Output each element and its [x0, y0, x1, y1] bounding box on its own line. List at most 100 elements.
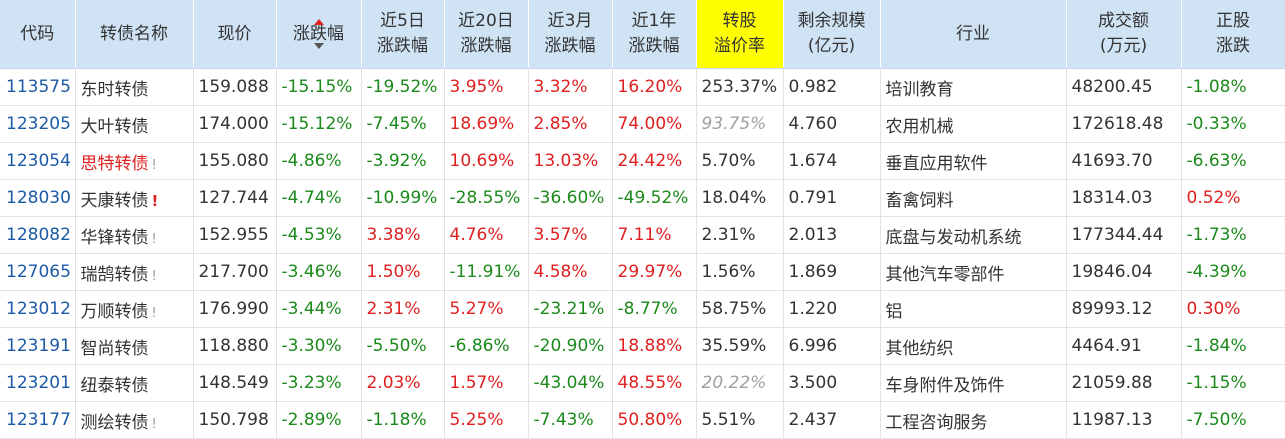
cell-code[interactable]: 113575 — [0, 68, 76, 106]
col-header-change[interactable]: 涨跌幅 — [276, 0, 362, 69]
cell-name[interactable]: 智尚转债 — [75, 327, 194, 365]
cell-volume-text: 4464.91 — [1071, 336, 1142, 356]
cell-name[interactable]: 华锋转债! — [75, 216, 194, 254]
cell-1y-change-text: 74.00% — [617, 114, 683, 134]
cell-name[interactable]: 大叶转债 — [75, 105, 194, 143]
cell-20d-change-text: 1.57% — [449, 373, 504, 393]
cell-change: -15.15% — [276, 68, 362, 106]
cell-change: -4.86% — [276, 142, 362, 180]
cell-scale-text: 1.869 — [788, 262, 838, 282]
col-header-industry-label: 行业 — [956, 23, 990, 44]
cell-volume: 89993.12 — [1066, 290, 1182, 328]
cell-code[interactable]: 123054 — [0, 142, 76, 180]
cell-change-text: -3.44% — [281, 299, 342, 319]
cell-code-text: 123177 — [6, 410, 71, 430]
cell-1y-change-text: 50.80% — [617, 410, 683, 430]
cell-premium: 5.70% — [696, 142, 784, 180]
table-row[interactable]: 123054 思特转债! 155.080 -4.86% -3.92% 10.69% 13.0… — [0, 142, 1285, 180]
col-header-1y[interactable]: 近1年 涨跌幅 — [612, 0, 697, 69]
col-header-20d-line1: 近20日 — [458, 11, 514, 31]
cell-name[interactable]: 瑞鹄转债! — [75, 253, 194, 291]
cell-scale: 0.982 — [783, 68, 881, 106]
cell-volume: 177344.44 — [1066, 216, 1182, 254]
cell-5d-change: -5.50% — [361, 327, 445, 365]
table-row[interactable]: 123205 大叶转债 174.000 -15.12% -7.45% 18.69% 2.85… — [0, 105, 1285, 143]
cell-code[interactable]: 123205 — [0, 105, 76, 143]
cell-20d-change: 5.27% — [444, 290, 529, 328]
cell-20d-change-text: -6.86% — [449, 336, 510, 356]
table-row[interactable]: 128082 华锋转债! 152.955 -4.53% 3.38% 4.76% 3.57% 7… — [0, 216, 1285, 254]
col-header-3m[interactable]: 近3月 涨跌幅 — [528, 0, 613, 69]
cell-3m-change-text: 13.03% — [533, 151, 599, 171]
table-row[interactable]: 123012 万顺转债! 176.990 -3.44% 2.31% 5.27% -23.21… — [0, 290, 1285, 328]
cell-change: -3.23% — [276, 364, 362, 402]
cell-industry-text: 工程咨询服务 — [885, 412, 988, 433]
cell-5d-change: -3.92% — [361, 142, 445, 180]
cell-industry-text: 其他纺织 — [885, 338, 954, 359]
cell-code[interactable]: 128082 — [0, 216, 76, 254]
col-header-20d[interactable]: 近20日 涨跌幅 — [444, 0, 529, 69]
col-header-scale[interactable]: 剩余规模 (亿元) — [783, 0, 881, 69]
cell-stock-change: 0.30% — [1181, 290, 1285, 328]
cell-industry: 农用机械 — [880, 105, 1067, 143]
cell-code[interactable]: 127065 — [0, 253, 76, 291]
cell-industry-text: 其他汽车零部件 — [885, 264, 1005, 285]
cell-stock-change: -1.84% — [1181, 327, 1285, 365]
cell-industry-text: 畜禽饲料 — [885, 190, 954, 211]
cell-code[interactable]: 123201 — [0, 364, 76, 402]
cell-code[interactable]: 123191 — [0, 327, 76, 365]
cell-name-text: 天康转债 — [80, 190, 149, 211]
table-row[interactable]: 128030 天康转债! 127.744 -4.74% -10.99% -28.55% -3… — [0, 179, 1285, 217]
cell-name[interactable]: 东时转债 — [75, 68, 194, 106]
cell-5d-change-text: 2.03% — [366, 373, 421, 393]
sort-down-icon — [313, 43, 324, 49]
col-header-name[interactable]: 转债名称 — [75, 0, 194, 69]
table-row[interactable]: 123177 测绘转债! 150.798 -2.89% -1.18% 5.25% -7.43… — [0, 401, 1285, 439]
cell-change-text: -4.74% — [281, 188, 342, 208]
cell-industry: 其他纺织 — [880, 327, 1067, 365]
cell-code[interactable]: 123012 — [0, 290, 76, 328]
cell-1y-change: 48.55% — [612, 364, 697, 402]
col-header-code-label: 代码 — [20, 23, 55, 44]
table-row[interactable]: 123201 纽泰转债 148.549 -3.23% 2.03% 1.57% -43.04%… — [0, 364, 1285, 402]
cell-3m-change-text: 2.85% — [533, 114, 588, 134]
cell-5d-change-text: 2.31% — [366, 299, 421, 319]
cell-3m-change: 4.58% — [528, 253, 613, 291]
cell-code-text: 127065 — [6, 262, 71, 282]
col-header-industry[interactable]: 行业 — [880, 0, 1067, 69]
cell-price-text: 176.990 — [198, 299, 269, 319]
col-header-volume[interactable]: 成交额 (万元) — [1066, 0, 1182, 69]
cell-name[interactable]: 天康转债! — [75, 179, 194, 217]
cell-3m-change: -43.04% — [528, 364, 613, 402]
cell-20d-change-text: 10.69% — [449, 151, 515, 171]
col-header-change-label: 涨跌幅 — [293, 23, 344, 44]
cell-premium: 18.04% — [696, 179, 784, 217]
cell-code-text: 123191 — [6, 336, 71, 356]
cell-code[interactable]: 123177 — [0, 401, 76, 439]
cell-20d-change-text: -28.55% — [449, 188, 521, 208]
cell-5d-change-text: -19.52% — [366, 77, 438, 97]
cell-name-text: 测绘转债 — [80, 412, 149, 433]
table-row[interactable]: 123191 智尚转债 118.880 -3.30% -5.50% -6.86% -20.9… — [0, 327, 1285, 365]
cell-name[interactable]: 测绘转债! — [75, 401, 194, 439]
cell-name[interactable]: 纽泰转债 — [75, 364, 194, 402]
cell-3m-change-text: -23.21% — [533, 299, 605, 319]
cell-20d-change: 5.25% — [444, 401, 529, 439]
cell-premium-text: 20.22% — [701, 373, 767, 393]
col-header-stock-change[interactable]: 正股 涨跌 — [1181, 0, 1285, 69]
cell-price-text: 217.700 — [198, 262, 269, 282]
col-header-premium[interactable]: 转股 溢价率 — [696, 0, 784, 69]
col-header-5d[interactable]: 近5日 涨跌幅 — [361, 0, 445, 69]
cell-20d-change: -11.91% — [444, 253, 529, 291]
cell-scale-text: 0.791 — [788, 188, 838, 208]
cell-name[interactable]: 思特转债! — [75, 142, 194, 180]
cell-code[interactable]: 128030 — [0, 179, 76, 217]
col-header-price[interactable]: 现价 — [193, 0, 277, 69]
cell-industry-text: 培训教育 — [885, 79, 954, 100]
cell-industry: 底盘与发动机系统 — [880, 216, 1067, 254]
col-header-code[interactable]: 代码 — [0, 0, 76, 69]
table-row[interactable]: 127065 瑞鹄转债! 217.700 -3.46% 1.50% -11.91% 4.58… — [0, 253, 1285, 291]
table-row[interactable]: 113575 东时转债 159.088 -15.15% -19.52% 3.95% 3.32… — [0, 68, 1285, 106]
col-header-1y-line1: 近1年 — [631, 11, 677, 31]
cell-name[interactable]: 万顺转债! — [75, 290, 194, 328]
